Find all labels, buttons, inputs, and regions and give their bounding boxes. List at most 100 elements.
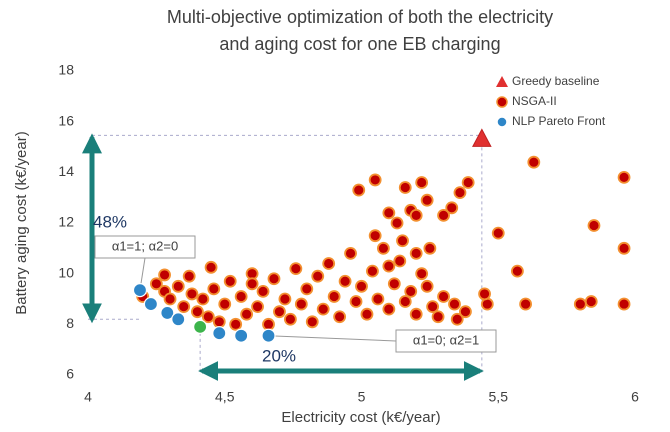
point bbox=[171, 279, 185, 293]
x-axis-label: Electricity cost (k€/year) bbox=[281, 409, 440, 426]
point bbox=[143, 296, 159, 312]
point bbox=[420, 279, 434, 293]
point bbox=[461, 176, 475, 189]
point bbox=[234, 328, 249, 343]
point bbox=[294, 297, 308, 311]
legend-label: NSGA-II bbox=[512, 94, 557, 108]
point bbox=[234, 290, 248, 303]
point bbox=[510, 264, 524, 278]
point bbox=[387, 277, 401, 291]
point bbox=[450, 312, 464, 326]
point bbox=[190, 305, 204, 319]
point bbox=[267, 272, 281, 286]
x-tick-label: 6 bbox=[631, 389, 639, 405]
point bbox=[617, 297, 631, 311]
x-tick-label: 5 bbox=[358, 389, 366, 405]
point bbox=[398, 295, 412, 308]
point bbox=[415, 267, 429, 281]
point bbox=[278, 292, 292, 306]
point bbox=[382, 302, 396, 316]
chart-title: Multi-objective optimization of both the… bbox=[167, 7, 553, 27]
point bbox=[193, 319, 208, 334]
point bbox=[289, 262, 303, 276]
point bbox=[409, 246, 423, 260]
point bbox=[201, 310, 215, 324]
point bbox=[390, 216, 404, 230]
point bbox=[218, 297, 232, 311]
point bbox=[409, 208, 423, 222]
x-tick-label: 5,5 bbox=[489, 389, 509, 405]
y-tick-label: 6 bbox=[66, 366, 74, 382]
annotation: 48% bbox=[93, 212, 127, 231]
point bbox=[355, 279, 368, 293]
point bbox=[344, 246, 357, 260]
point bbox=[519, 297, 532, 311]
point bbox=[437, 290, 450, 303]
point bbox=[256, 284, 270, 298]
point bbox=[212, 326, 227, 341]
point bbox=[262, 317, 275, 331]
y-tick-label: 12 bbox=[58, 214, 74, 230]
callout-box bbox=[94, 235, 196, 259]
point bbox=[617, 170, 631, 184]
point bbox=[426, 300, 440, 314]
point bbox=[311, 269, 325, 283]
point bbox=[382, 259, 396, 273]
point bbox=[305, 315, 319, 329]
point bbox=[160, 305, 175, 321]
point bbox=[453, 186, 467, 200]
point bbox=[204, 260, 218, 274]
point bbox=[617, 241, 631, 255]
legend-marker bbox=[496, 76, 508, 87]
point bbox=[445, 201, 459, 215]
legend-marker bbox=[496, 96, 508, 108]
point bbox=[322, 257, 336, 270]
point bbox=[261, 328, 276, 343]
point bbox=[171, 312, 186, 327]
point bbox=[182, 269, 196, 283]
annotation: α1=1; α2=0 bbox=[112, 238, 178, 253]
legend-label: NLP Pareto Front bbox=[512, 114, 606, 128]
point bbox=[437, 208, 450, 222]
point bbox=[349, 295, 363, 308]
y-tick-label: 18 bbox=[58, 62, 74, 78]
point bbox=[177, 300, 191, 314]
point bbox=[333, 310, 347, 324]
point bbox=[382, 206, 396, 220]
point bbox=[251, 300, 264, 314]
point bbox=[327, 290, 341, 303]
legend-marker bbox=[496, 116, 508, 128]
point bbox=[212, 315, 226, 329]
point bbox=[376, 241, 390, 255]
point bbox=[431, 310, 445, 324]
point bbox=[158, 268, 171, 282]
point bbox=[396, 234, 409, 248]
point bbox=[185, 287, 199, 301]
point bbox=[398, 181, 412, 194]
callout-box bbox=[395, 329, 497, 353]
point bbox=[404, 284, 418, 298]
point bbox=[245, 277, 259, 291]
y-tick-label: 16 bbox=[58, 112, 74, 128]
point bbox=[491, 226, 505, 240]
point bbox=[300, 282, 314, 296]
point bbox=[132, 283, 148, 298]
point bbox=[573, 297, 587, 311]
point bbox=[423, 241, 437, 255]
chart-title: and aging cost for one EB charging bbox=[219, 34, 500, 54]
annotation: α1=0; α2=1 bbox=[413, 332, 479, 347]
point bbox=[273, 305, 286, 319]
point bbox=[371, 292, 385, 306]
y-tick-label: 8 bbox=[66, 315, 74, 331]
point bbox=[196, 292, 210, 306]
point bbox=[368, 173, 382, 187]
point bbox=[527, 155, 541, 169]
y-tick-label: 14 bbox=[58, 163, 74, 179]
point bbox=[149, 277, 163, 291]
point bbox=[366, 264, 379, 278]
point bbox=[448, 297, 461, 311]
legend-label: Greedy baseline bbox=[512, 74, 600, 88]
point bbox=[163, 292, 177, 306]
point bbox=[584, 295, 598, 308]
